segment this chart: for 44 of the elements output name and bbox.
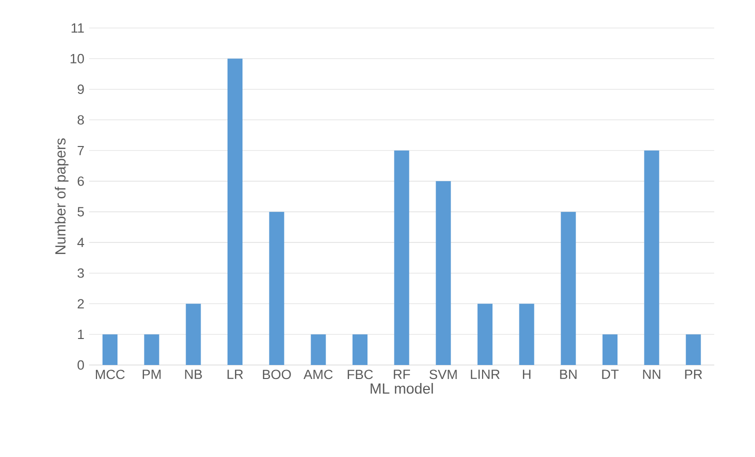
bar <box>144 334 160 365</box>
y-tick-label: 5 <box>78 207 84 216</box>
bar <box>228 58 243 365</box>
y-tick-label: 6 <box>78 176 84 186</box>
y-tick-label: 0 <box>78 360 84 370</box>
x-tick-label: H <box>522 370 530 379</box>
x-tick-label: NN <box>643 370 660 379</box>
bar <box>352 334 368 365</box>
y-tick-label: 2 <box>78 299 84 308</box>
y-tick-label: 4 <box>77 238 84 248</box>
x-tick-label: RF <box>394 370 410 379</box>
bar <box>560 212 576 365</box>
bar <box>436 181 451 365</box>
x-tick-label: NB <box>185 370 202 379</box>
x-tick-label: BN <box>560 370 577 379</box>
x-tick-label: FBC <box>348 370 373 380</box>
bar <box>310 334 326 365</box>
bar <box>394 150 410 365</box>
x-axis-title: ML model <box>370 382 433 394</box>
y-tick-label: 10 <box>70 54 84 64</box>
y-tick-label: 7 <box>78 146 84 156</box>
x-tick-label: MCC <box>96 370 125 380</box>
bar <box>686 334 701 365</box>
x-tick-label: PR <box>685 370 702 379</box>
y-tick-label: 9 <box>78 84 84 94</box>
bar <box>269 212 284 365</box>
x-tick-label: DT <box>602 370 619 379</box>
y-tick-label: 3 <box>78 268 84 278</box>
y-tick-label: 11 <box>72 23 84 33</box>
y-tick-label: 8 <box>78 115 84 125</box>
bar <box>644 150 660 365</box>
x-tick-label: LINR <box>470 370 500 379</box>
x-tick-label: BOO <box>262 370 291 380</box>
x-tick-label: PM <box>142 370 161 379</box>
bar <box>519 304 534 365</box>
bar <box>478 304 493 365</box>
bar <box>602 334 618 365</box>
bar <box>102 334 118 365</box>
x-tick-label: LR <box>228 370 243 379</box>
x-tick-label: SVM <box>430 370 457 380</box>
y-tick-label: 1 <box>78 330 84 339</box>
bar <box>186 304 201 365</box>
x-tick-label: AMC <box>304 370 333 380</box>
y-axis-title: Number of papers <box>54 138 68 254</box>
